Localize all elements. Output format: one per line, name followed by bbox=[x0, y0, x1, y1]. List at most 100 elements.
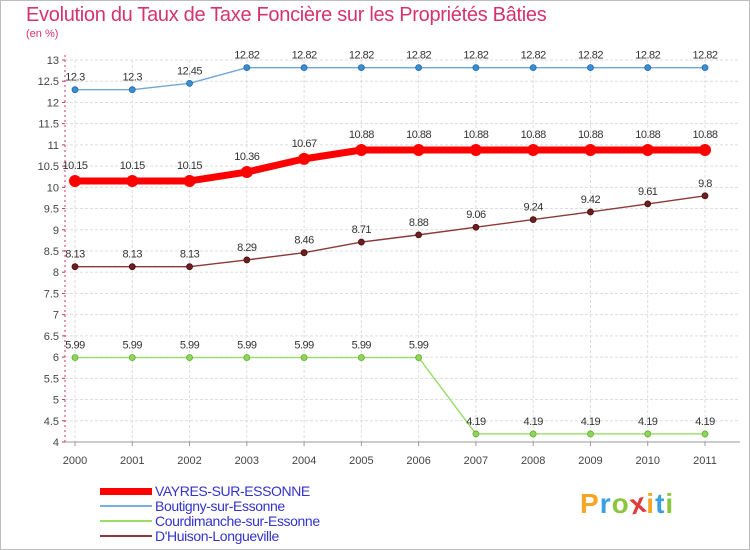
data-label: 4.19 bbox=[466, 416, 486, 428]
x-tick-label: 2003 bbox=[235, 455, 259, 467]
series-3: 8.13 8.13 8.13 8.29 8.46 8.71 8.88 9.06 9.24 9.42… bbox=[65, 178, 713, 271]
data-point bbox=[469, 143, 482, 156]
data-label: 10.36 bbox=[234, 151, 259, 163]
legend-label: Boutigny-sur-Essonne bbox=[155, 498, 285, 514]
legend-swatch bbox=[100, 520, 152, 522]
data-label: 10.67 bbox=[292, 138, 317, 150]
y-tick-label: 5.5 bbox=[44, 373, 59, 385]
data-point bbox=[529, 64, 537, 72]
y-tick-label: 9 bbox=[53, 225, 59, 237]
data-label: 12.45 bbox=[177, 65, 202, 77]
data-label: 12.82 bbox=[292, 50, 317, 62]
y-tick-label: 6.5 bbox=[44, 331, 59, 343]
data-label: 5.99 bbox=[237, 340, 257, 352]
x-tick-label: 2005 bbox=[349, 455, 373, 467]
data-label: 8.46 bbox=[294, 235, 314, 247]
series-2: 5.99 5.99 5.99 5.99 5.99 5.99 5.99 4.19 4.19 4.19… bbox=[65, 340, 716, 438]
data-label: 10.88 bbox=[406, 129, 431, 141]
data-point bbox=[701, 430, 709, 438]
data-point bbox=[300, 249, 308, 257]
data-point bbox=[186, 354, 193, 361]
data-label: 10.88 bbox=[349, 129, 374, 141]
data-label: 5.99 bbox=[123, 340, 143, 352]
data-point bbox=[126, 174, 139, 187]
y-tick-label: 13 bbox=[47, 55, 59, 67]
data-point bbox=[357, 64, 365, 72]
y-tick-label: 12.5 bbox=[38, 76, 59, 88]
x-tick-label: 2001 bbox=[120, 455, 144, 467]
data-point bbox=[415, 354, 423, 361]
data-point bbox=[699, 143, 711, 156]
data-point bbox=[587, 64, 594, 72]
legend-swatch bbox=[100, 535, 152, 537]
logo-letter: P bbox=[580, 488, 600, 519]
data-label: 10.15 bbox=[120, 160, 145, 172]
data-label: 10.88 bbox=[635, 129, 660, 141]
data-point bbox=[357, 354, 365, 361]
data-point bbox=[584, 143, 597, 156]
data-point bbox=[71, 263, 79, 271]
data-point bbox=[527, 143, 540, 156]
data-label: 10.15 bbox=[62, 160, 87, 172]
data-label: 5.99 bbox=[352, 340, 372, 352]
y-tick-label: 8.5 bbox=[44, 246, 59, 258]
data-label: 12.82 bbox=[692, 50, 717, 62]
data-label: 12.3 bbox=[65, 72, 85, 84]
data-label: 4.19 bbox=[695, 416, 715, 428]
data-label: 10.15 bbox=[177, 160, 202, 172]
data-point bbox=[71, 354, 79, 361]
y-tick-label: 11.5 bbox=[38, 119, 59, 131]
data-label: 8.88 bbox=[409, 217, 429, 229]
x-tick-label: 2002 bbox=[177, 455, 201, 467]
logo-letter: o bbox=[611, 488, 630, 519]
data-point bbox=[644, 430, 652, 438]
data-label: 10.88 bbox=[521, 129, 546, 141]
data-label: 9.8 bbox=[698, 178, 712, 190]
data-point bbox=[128, 263, 136, 271]
data-label: 5.99 bbox=[294, 340, 314, 352]
y-tick-label: 8 bbox=[53, 267, 59, 279]
series-line bbox=[74, 195, 706, 268]
series-line bbox=[71, 146, 709, 185]
legend-label: VAYRES-SUR-ESSONNE bbox=[155, 483, 310, 499]
data-point bbox=[701, 64, 709, 72]
series-line bbox=[74, 66, 706, 91]
x-tick-label: 2007 bbox=[464, 455, 488, 467]
data-point bbox=[69, 174, 81, 187]
data-label: 9.06 bbox=[466, 209, 486, 221]
data-label: 8.13 bbox=[180, 249, 200, 261]
y-tick-label: 10 bbox=[47, 182, 59, 194]
data-point bbox=[243, 354, 251, 361]
x-tick-label: 2000 bbox=[63, 455, 87, 467]
data-label: 12.3 bbox=[123, 72, 143, 84]
y-tick-label: 12 bbox=[47, 97, 59, 109]
data-point bbox=[300, 354, 308, 361]
y-tick-label: 5 bbox=[53, 395, 59, 407]
series-line bbox=[74, 356, 706, 435]
chart-title: Evolution du Taux de Taxe Foncière sur l… bbox=[26, 4, 547, 26]
data-label: 5.99 bbox=[409, 340, 429, 352]
data-point bbox=[529, 216, 537, 223]
x-tick-label: 2010 bbox=[635, 455, 659, 467]
logo-letter: r bbox=[599, 488, 612, 519]
data-label: 10.88 bbox=[578, 129, 603, 141]
data-point bbox=[415, 231, 423, 239]
data-label: 4.19 bbox=[523, 416, 543, 428]
proxiti-logo: Proxiti bbox=[580, 487, 675, 521]
data-label: 5.99 bbox=[65, 340, 85, 352]
data-point bbox=[183, 174, 196, 187]
data-point bbox=[186, 263, 193, 271]
data-label: 8.13 bbox=[65, 249, 85, 261]
data-label: 4.19 bbox=[638, 416, 658, 428]
chart-subtitle: (en %) bbox=[26, 28, 59, 40]
data-label: 12.82 bbox=[521, 50, 546, 62]
data-point bbox=[641, 143, 654, 156]
data-label: 12.82 bbox=[349, 50, 374, 62]
legend-swatch bbox=[100, 488, 152, 495]
x-tick-label: 2004 bbox=[292, 455, 316, 467]
logo-letter: i bbox=[665, 488, 675, 519]
y-tick-label: 7 bbox=[53, 310, 59, 322]
data-point bbox=[300, 64, 308, 72]
data-label: 10.88 bbox=[463, 129, 488, 141]
legend-label: Courdimanche-sur-Essonne bbox=[155, 513, 320, 529]
